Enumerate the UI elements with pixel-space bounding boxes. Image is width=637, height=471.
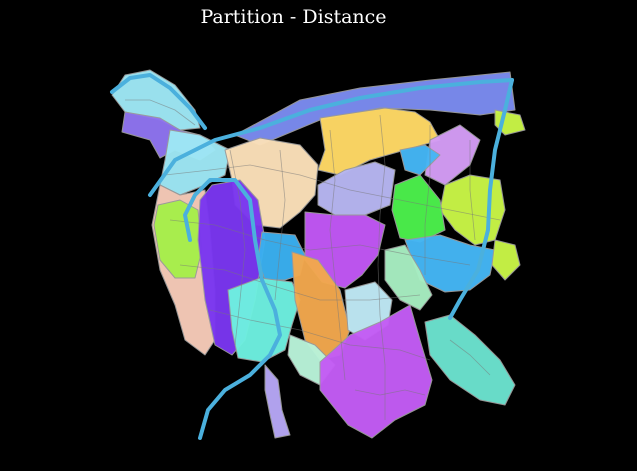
region-lavender-center xyxy=(317,161,396,216)
ring-road-east xyxy=(448,78,514,320)
region-magenta-south xyxy=(319,304,433,439)
region-lime-fareast xyxy=(491,239,521,281)
ring-road-northwest xyxy=(110,73,207,130)
ring-road-north xyxy=(148,78,514,197)
ring-road-west xyxy=(183,178,282,440)
ring-roads xyxy=(110,73,514,440)
region-aquamarine-southeast xyxy=(424,314,516,406)
region-lavender-tail xyxy=(264,364,291,439)
region-mint-east xyxy=(384,244,433,311)
street-network xyxy=(125,99,501,420)
page-title: Partition - Distance xyxy=(200,6,387,28)
region-green-east xyxy=(391,174,446,243)
region-lime-west xyxy=(153,199,203,279)
